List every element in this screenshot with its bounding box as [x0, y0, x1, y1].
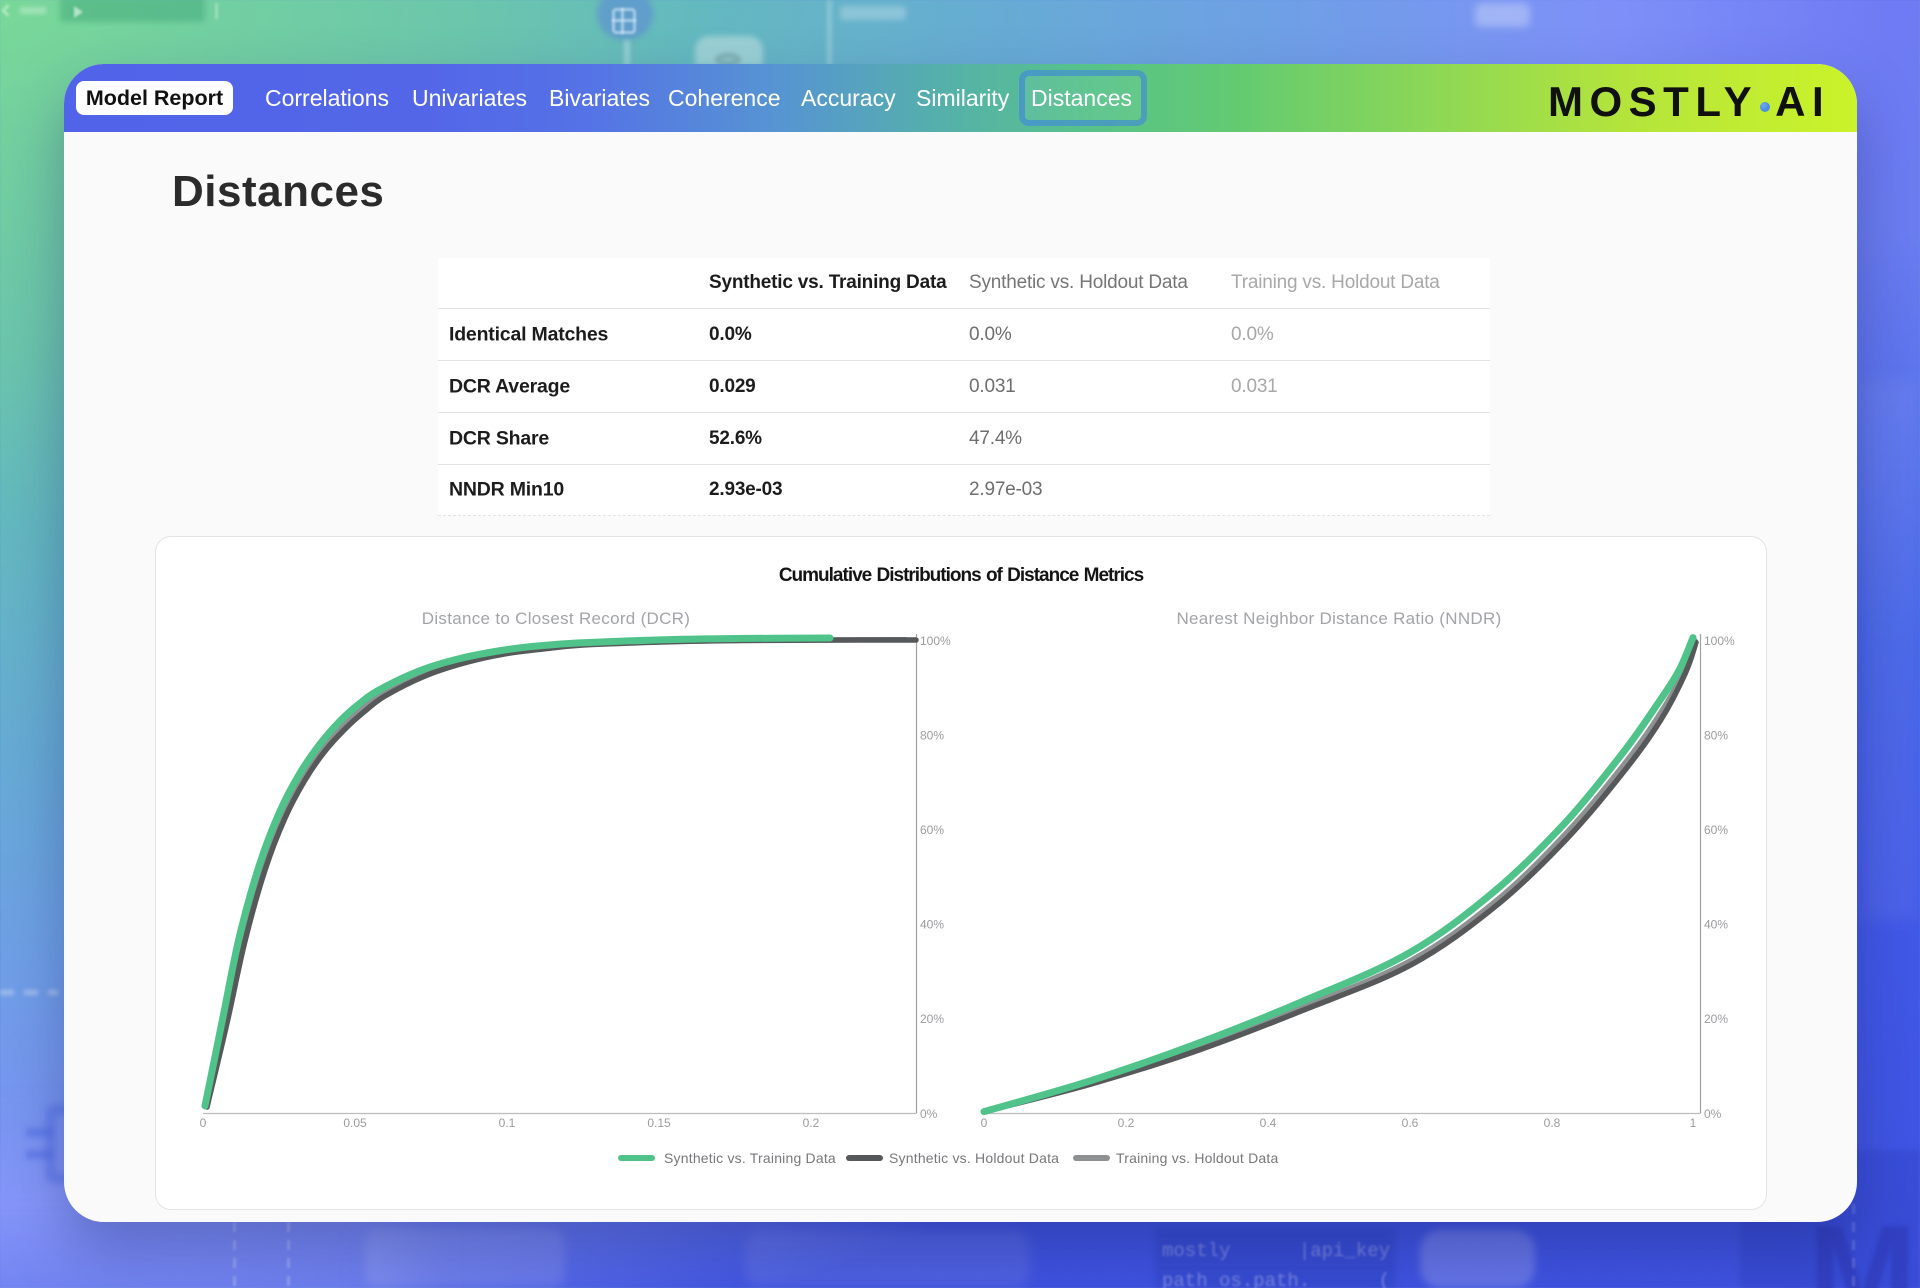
svg-text:0%: 0% — [920, 1107, 938, 1121]
svg-text:20%: 20% — [1704, 1012, 1728, 1026]
svg-text:0: 0 — [200, 1116, 207, 1130]
svg-text:0.05: 0.05 — [343, 1116, 367, 1130]
svg-text:100%: 100% — [1704, 634, 1735, 648]
svg-text:60%: 60% — [1704, 823, 1728, 837]
svg-text:60%: 60% — [920, 823, 944, 837]
svg-text:80%: 80% — [1704, 729, 1728, 743]
svg-text:0: 0 — [981, 1116, 988, 1130]
svg-text:100%: 100% — [920, 634, 951, 648]
svg-text:20%: 20% — [920, 1012, 944, 1026]
svg-text:80%: 80% — [920, 729, 944, 743]
svg-text:0.2: 0.2 — [803, 1116, 820, 1130]
svg-text:0.15: 0.15 — [647, 1116, 671, 1130]
svg-text:40%: 40% — [1704, 918, 1728, 932]
svg-text:0%: 0% — [1704, 1107, 1722, 1121]
svg-text:0.2: 0.2 — [1118, 1116, 1135, 1130]
svg-text:40%: 40% — [920, 918, 944, 932]
svg-text:0.6: 0.6 — [1402, 1116, 1419, 1130]
svg-text:0.1: 0.1 — [499, 1116, 516, 1130]
svg-text:1: 1 — [1690, 1116, 1697, 1130]
svg-text:0.4: 0.4 — [1260, 1116, 1277, 1130]
svg-text:0.8: 0.8 — [1544, 1116, 1561, 1130]
